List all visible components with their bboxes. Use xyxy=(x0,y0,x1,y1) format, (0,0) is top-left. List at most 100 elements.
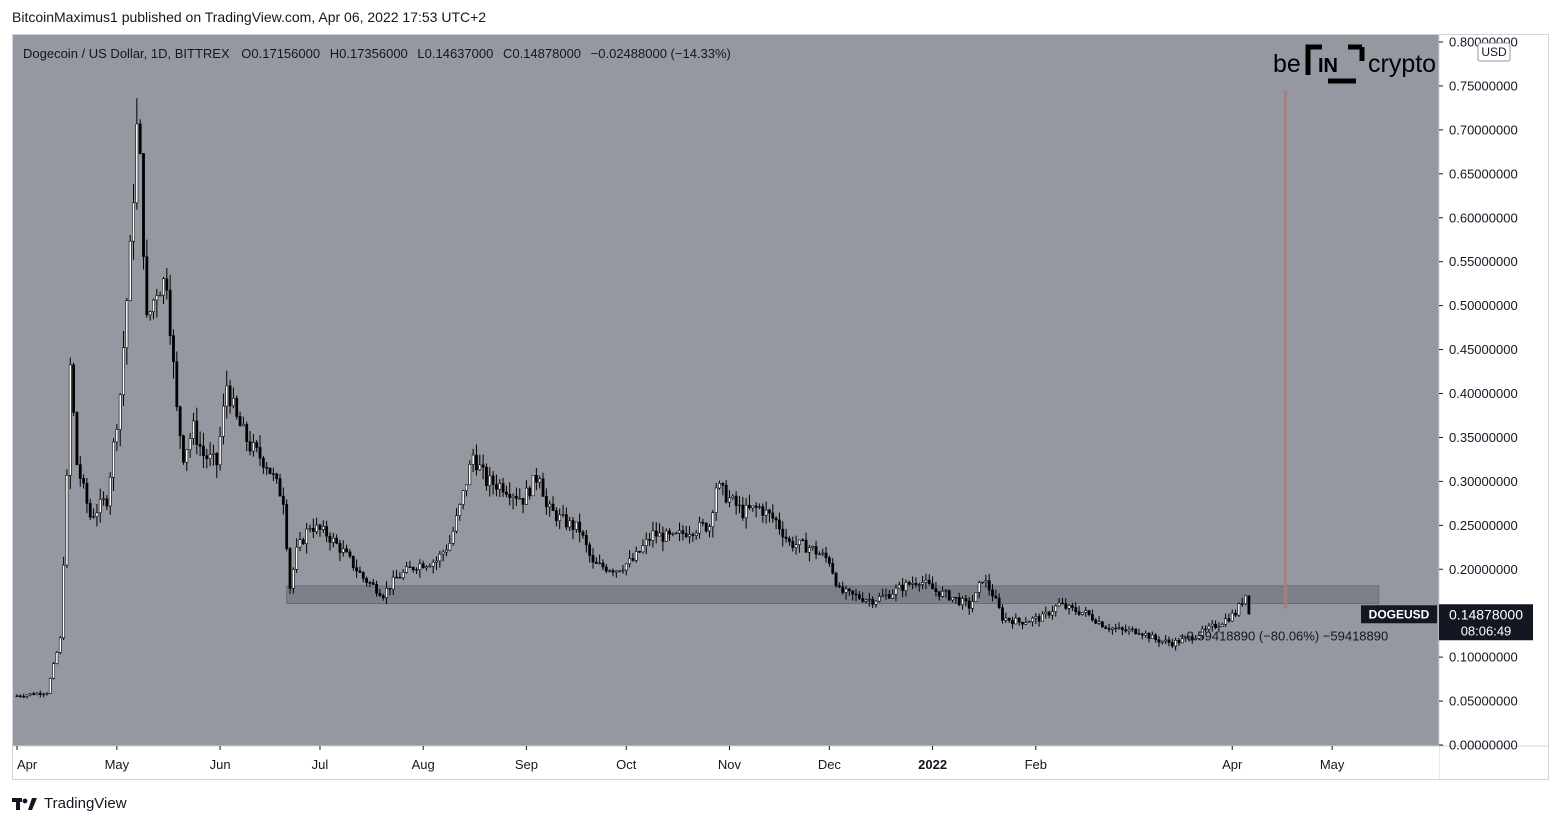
candle xyxy=(408,560,412,568)
candle xyxy=(1104,625,1108,629)
candle xyxy=(82,474,85,489)
candle xyxy=(631,552,635,562)
legend-open-value: 0.17156000 xyxy=(251,46,320,61)
candle xyxy=(778,512,781,535)
candle xyxy=(275,472,279,484)
footer-brand[interactable]: TradingView xyxy=(44,795,127,812)
price-tag-symbol: DOGEUSD xyxy=(1369,607,1430,621)
candle xyxy=(1001,604,1004,624)
candle xyxy=(378,588,382,597)
candle xyxy=(358,566,362,573)
candle xyxy=(817,551,821,556)
candle xyxy=(75,411,79,466)
candle xyxy=(38,690,42,698)
candle xyxy=(208,441,212,467)
legend-close-label: C xyxy=(503,46,512,61)
price-tick-label: 0.30000000 xyxy=(1449,474,1518,489)
candle xyxy=(118,393,122,447)
candle xyxy=(361,571,365,583)
candle xyxy=(308,524,312,533)
candle xyxy=(1214,620,1217,630)
candle xyxy=(914,577,918,588)
candle xyxy=(941,586,944,598)
candle xyxy=(258,435,262,467)
support-zone[interactable] xyxy=(286,585,1380,605)
candle xyxy=(338,539,342,562)
candle xyxy=(704,522,708,533)
candle xyxy=(917,582,921,592)
currency-badge[interactable]: USD xyxy=(1477,42,1511,62)
candle xyxy=(1190,632,1194,644)
candle xyxy=(671,532,675,537)
candle xyxy=(265,461,269,475)
candle xyxy=(981,581,984,585)
candle xyxy=(841,581,845,595)
candle xyxy=(195,407,199,455)
candle xyxy=(52,661,56,680)
candle xyxy=(857,591,861,600)
candle xyxy=(135,98,139,210)
price-tick-label: 0.05000000 xyxy=(1449,694,1518,709)
candles xyxy=(15,98,1251,699)
candle xyxy=(248,431,252,456)
candle xyxy=(568,516,572,532)
price-tick-label: 0.70000000 xyxy=(1449,122,1518,137)
candle xyxy=(854,588,858,602)
candle xyxy=(997,593,1001,610)
candle xyxy=(168,274,172,345)
candle xyxy=(1144,630,1148,638)
candle xyxy=(152,298,155,320)
candle xyxy=(574,521,578,533)
candle xyxy=(95,504,99,527)
tradingview-logo-icon[interactable] xyxy=(12,797,38,811)
candle xyxy=(68,357,72,490)
candle xyxy=(994,589,998,599)
candle xyxy=(318,523,322,537)
candle xyxy=(1110,626,1114,635)
candle xyxy=(122,330,125,406)
candle xyxy=(897,581,901,589)
published-info: BitcoinMaximus1 published on TradingView… xyxy=(12,9,487,25)
candle xyxy=(1017,617,1021,626)
candle xyxy=(768,508,771,523)
candle xyxy=(558,508,562,530)
candle xyxy=(1007,617,1011,623)
candle xyxy=(738,496,741,514)
candle xyxy=(681,525,685,541)
time-axis[interactable] xyxy=(13,746,1439,779)
candle xyxy=(331,532,335,548)
candle xyxy=(251,434,255,457)
price-tick-label: 0.40000000 xyxy=(1449,386,1518,401)
candle xyxy=(1127,626,1131,635)
candle xyxy=(232,387,235,409)
candle xyxy=(448,534,452,552)
candle xyxy=(1061,597,1064,605)
candle xyxy=(708,523,711,538)
currency-badge-label: USD xyxy=(1481,45,1507,59)
candle xyxy=(478,454,482,471)
candle xyxy=(85,478,89,514)
candle xyxy=(1137,628,1141,635)
candle xyxy=(761,503,765,523)
candle xyxy=(784,528,788,543)
candle xyxy=(518,488,522,500)
candle xyxy=(661,526,665,552)
plot-area[interactable] xyxy=(13,35,1439,746)
time-tick-label: Sep xyxy=(515,757,538,772)
candle xyxy=(62,556,66,640)
candle xyxy=(1120,626,1124,636)
legend: Dogecoin / US Dollar, 1D, BITTREX O0.171… xyxy=(23,46,731,61)
candle xyxy=(731,494,735,500)
candle xyxy=(961,596,964,610)
candle xyxy=(341,540,345,557)
legend-close-value: 0.14878000 xyxy=(512,46,581,61)
candle xyxy=(1067,604,1071,615)
candle xyxy=(618,570,622,573)
candle xyxy=(1097,616,1101,626)
candle xyxy=(947,589,951,602)
candle xyxy=(348,548,352,559)
candle xyxy=(301,537,305,545)
candle xyxy=(664,528,668,542)
candle xyxy=(581,530,585,539)
price-chart[interactable]: 0.000000000.050000000.100000000.15000000… xyxy=(12,34,1549,780)
